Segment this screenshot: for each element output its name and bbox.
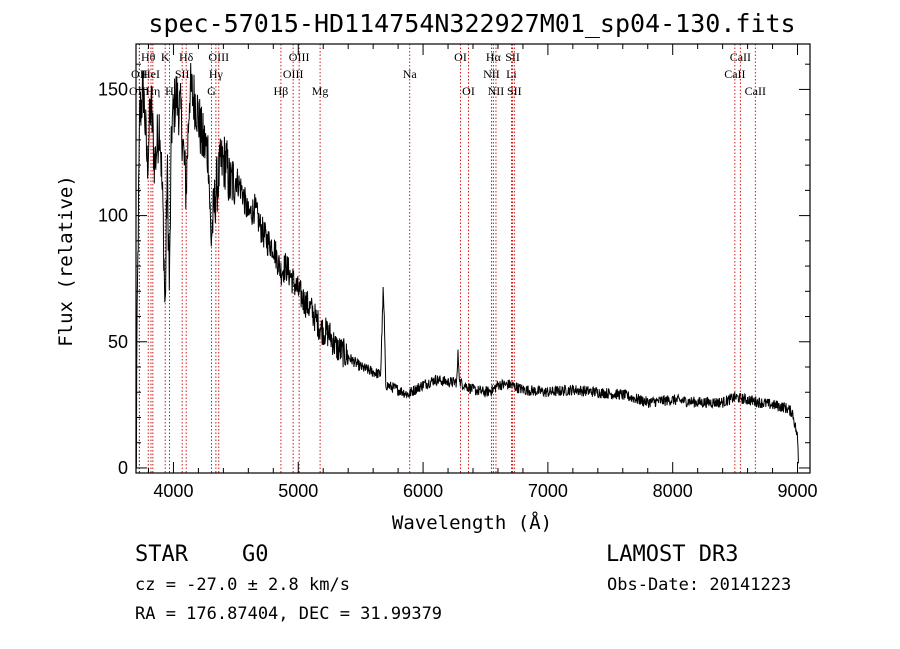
obs-date: Obs-Date: 20141223 [607, 575, 791, 595]
y-tick-label-100: 100 [98, 206, 128, 226]
y-axis-label: Flux (relative) [55, 175, 77, 347]
line-label-2: HeI [142, 67, 160, 81]
chart-title: spec-57015-HD114754N322927M01_sp04-130.f… [148, 9, 795, 38]
plot-frame [135, 43, 811, 474]
x-axis-ticks [147, 44, 799, 473]
line-label-4: Hη [145, 84, 160, 98]
line-label-16: Na [403, 67, 418, 81]
line-label-26: CaII [724, 67, 745, 81]
line-label-0: Hθ [141, 50, 156, 64]
x-tick-label-4000: 4000 [153, 481, 193, 501]
line-label-22: SII [505, 50, 520, 64]
y-axis-ticks [136, 63, 810, 469]
spectral-line-markers [138, 44, 756, 473]
line-label-9: OIII [208, 50, 229, 64]
line-label-12: Hβ [274, 84, 289, 98]
y-axis-tick-labels: 0 50 100 150 [98, 79, 128, 478]
redshift-cz: cz = -27.0 ± 2.8 km/s [135, 575, 350, 595]
line-label-14: OIII [283, 67, 304, 81]
subclass: G0 [242, 542, 269, 567]
object-type: STAR [135, 542, 189, 567]
line-label-21: NII [488, 84, 505, 98]
x-tick-label-8000: 8000 [653, 481, 693, 501]
line-label-6: H [165, 84, 174, 98]
survey-name: LAMOST DR3 [606, 542, 738, 567]
line-label-19: Hα [486, 50, 502, 64]
line-label-25: CaII [730, 50, 751, 64]
coordinates: RA = 176.87404, DEC = 31.99379 [135, 604, 442, 624]
line-label-24: SII [507, 84, 522, 98]
line-label-27: CaII [745, 84, 766, 98]
x-tick-label-9000: 9000 [777, 481, 817, 501]
x-axis-tick-labels: 4000 5000 6000 7000 8000 9000 [153, 481, 817, 501]
line-label-17: OI [454, 50, 467, 64]
line-label-10: Hγ [209, 67, 224, 81]
y-tick-label-150: 150 [98, 79, 128, 99]
x-tick-label-6000: 6000 [403, 481, 443, 501]
x-tick-label-7000: 7000 [528, 481, 568, 501]
line-label-7: Hδ [179, 50, 194, 64]
y-tick-label-50: 50 [108, 332, 128, 352]
line-label-15: Mg [312, 84, 329, 98]
line-label-20: NII [483, 67, 500, 81]
spectrum-line [135, 62, 799, 469]
x-axis-label: Wavelength (Å) [392, 511, 552, 534]
line-label-13: OIII [289, 50, 310, 64]
line-label-18: OI [462, 84, 475, 98]
line-label-5: K [161, 50, 170, 64]
line-label-11: G [207, 84, 216, 98]
x-tick-label-5000: 5000 [278, 481, 318, 501]
y-tick-label-0: 0 [118, 458, 128, 478]
line-label-23: Li [506, 67, 517, 81]
line-label-8: SII [175, 67, 190, 81]
